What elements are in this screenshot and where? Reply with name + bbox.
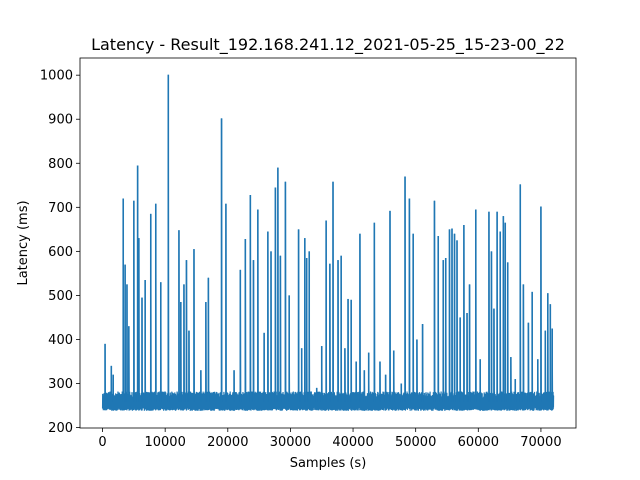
x-tick-label: 40000 xyxy=(332,435,373,450)
y-tick-label: 600 xyxy=(48,245,73,260)
x-tick-label: 60000 xyxy=(458,435,499,450)
x-tick-label: 50000 xyxy=(395,435,436,450)
x-tick-label: 30000 xyxy=(270,435,311,450)
y-tick-label: 200 xyxy=(48,421,73,436)
y-tick-label: 700 xyxy=(48,201,73,216)
y-tick-label: 500 xyxy=(48,289,73,304)
x-axis-ticks: 0 10000 20000 30000 40000 50000 60000 70000 xyxy=(98,428,562,450)
plot-area xyxy=(80,58,576,428)
x-tick-label: 0 xyxy=(98,435,106,450)
y-tick-label: 900 xyxy=(48,113,73,128)
y-axis-ticks: 200 300 400 500 600 700 800 900 1000 xyxy=(40,69,80,436)
x-tick-label: 20000 xyxy=(207,435,248,450)
y-tick-label: 800 xyxy=(48,157,73,172)
x-tick-label: 70000 xyxy=(520,435,561,450)
series-layer xyxy=(101,74,555,411)
plot-frame xyxy=(79,57,577,429)
y-axis-label: Latency (ms) xyxy=(16,200,31,285)
y-tick-label: 300 xyxy=(48,377,73,392)
x-tick-label: 10000 xyxy=(144,435,185,450)
chart-title: Latency - Result_192.168.241.12_2021-05-… xyxy=(91,35,565,55)
y-tick-label: 1000 xyxy=(40,69,73,84)
x-axis-label: Samples (s) xyxy=(290,456,367,471)
y-tick-label: 400 xyxy=(48,333,73,348)
